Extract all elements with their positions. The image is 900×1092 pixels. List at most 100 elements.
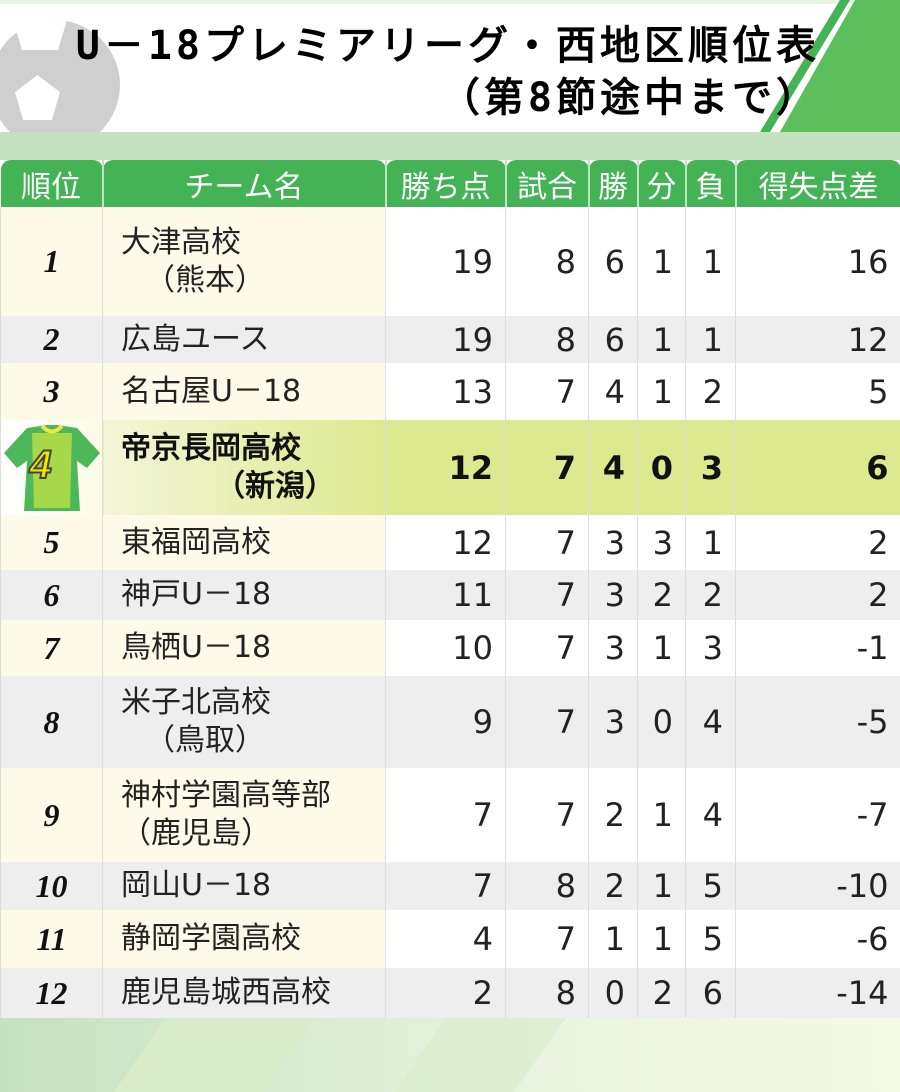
team-name: 神村学園高等部 [121,778,331,813]
team-name: 岡山U－18 [121,868,272,903]
gd-cell: -14 [735,968,900,1018]
pts-cell: 13 [385,363,506,420]
title-line-1: U－18プレミアリーグ・西地区順位表 [75,23,820,69]
gp-cell: 7 [505,676,589,768]
team-name-cell: 鹿児島城西高校 [102,968,386,1018]
l-cell: 3 [685,620,736,676]
footer-band [0,1018,900,1092]
rank-cell: 1 [0,207,103,316]
l-cell: 1 [685,316,736,363]
team-name-cell: 静岡学園高校 [102,910,386,968]
rank-cell: 12 [0,968,103,1018]
d-cell: 0 [637,676,686,768]
gp-cell: 8 [505,316,589,363]
pts-cell: 19 [385,207,506,316]
col-games: 試合 [504,160,589,207]
gd-cell: -5 [735,676,900,768]
pts-cell: 7 [385,768,506,862]
rank-cell: 5 [0,515,103,570]
w-cell: 2 [588,862,638,910]
rank-cell: 6 [0,570,103,620]
team-prefecture: （新潟） [215,468,335,504]
top-band [0,0,900,4]
d-cell: 3 [637,515,686,570]
d-cell: 2 [637,570,686,620]
w-cell: 6 [588,207,638,316]
w-cell: 3 [588,676,638,768]
l-cell: 5 [685,910,736,968]
d-cell: 1 [637,862,686,910]
d-cell: 1 [637,207,686,316]
rank-cell: 10 [0,862,103,910]
l-cell: 4 [685,768,736,862]
pts-cell: 2 [385,968,506,1018]
w-cell: 0 [588,968,638,1018]
pts-cell: 7 [385,862,506,910]
gd-cell: -10 [735,862,900,910]
pts-cell: 12 [385,420,506,515]
pts-cell: 10 [385,620,506,676]
gd-cell: 2 [735,515,900,570]
gd-cell: 16 [735,207,900,316]
l-cell: 2 [685,363,736,420]
header-row: 順位 チーム名 勝ち点 試合 勝 分 負 得失点差 [0,160,900,207]
title-line-2: （第8節途中まで） [439,75,820,121]
pts-cell: 9 [385,676,506,768]
team-name: 神戸U－18 [121,577,272,612]
gp-cell: 7 [505,420,589,515]
team-name-cell: 鳥栖U－18 [102,620,386,676]
table-row: 1 大津高校 （熊本） 19 8 6 1 1 16 [0,207,900,316]
soccer-ball-icon [0,20,120,150]
team-name: 鹿児島城西高校 [121,975,331,1010]
rank-cell: 8 [0,676,103,768]
w-cell: 1 [588,910,638,968]
table-row: 5 東福岡高校 12 7 3 3 1 2 [0,515,900,570]
gd-cell: 5 [735,363,900,420]
table-row: 4 帝京長岡高校 （新潟） 12 7 4 0 3 6 [0,420,900,515]
team-name: 名古屋U－18 [121,373,302,409]
pts-cell: 12 [385,515,506,570]
gd-cell: -7 [735,768,900,862]
gp-cell: 8 [505,968,589,1018]
gp-cell: 7 [505,570,589,620]
col-wins: 勝 [587,160,638,207]
team-name: 大津高校 [121,224,241,260]
d-cell: 1 [637,316,686,363]
team-name-cell: 大津高校 （熊本） [102,207,386,316]
w-cell: 3 [588,515,638,570]
gd-cell: 12 [735,316,900,363]
page-title: U－18プレミアリーグ・西地区順位表 （第8節途中まで） [76,20,820,124]
rank-cell: 3 [0,363,103,420]
d-cell: 1 [637,910,686,968]
green-stripe-decoration [760,0,900,132]
team-name-cell: 広島ユース [102,316,386,363]
gd-cell: -6 [735,910,900,968]
team-name: 東福岡高校 [121,524,271,560]
w-cell: 4 [588,363,638,420]
gp-cell: 7 [505,620,589,676]
col-team: チーム名 [101,160,386,207]
gp-cell: 8 [505,207,589,316]
gp-cell: 7 [505,515,589,570]
col-losses: 負 [684,160,736,207]
w-cell: 3 [588,620,638,676]
gp-cell: 7 [505,768,589,862]
table-row: 6 神戸U－18 11 7 3 2 2 2 [0,570,900,620]
standings-table: 順位 チーム名 勝ち点 試合 勝 分 負 得失点差 1 大津高校 （熊本） 19 8 6 1… [0,160,900,1018]
team-name: 静岡学園高校 [121,921,301,956]
l-cell: 5 [685,862,736,910]
gp-cell: 7 [505,910,589,968]
team-name-cell: 東福岡高校 [102,515,386,570]
team-prefecture: （鳥取） [145,723,265,758]
team-name-cell: 神戸U－18 [102,570,386,620]
rank-cell: 4 [0,420,103,515]
pts-cell: 19 [385,316,506,363]
table-row: 8 米子北高校 （鳥取） 9 7 3 0 4 -5 [0,676,900,768]
rank-number: 4 [28,442,52,488]
team-name: 広島ユース [121,321,270,357]
team-name-cell: 神村学園高等部 （鹿児島） [102,768,386,862]
w-cell: 3 [588,570,638,620]
d-cell: 0 [637,420,686,515]
team-prefecture: （鹿児島） [121,816,271,851]
